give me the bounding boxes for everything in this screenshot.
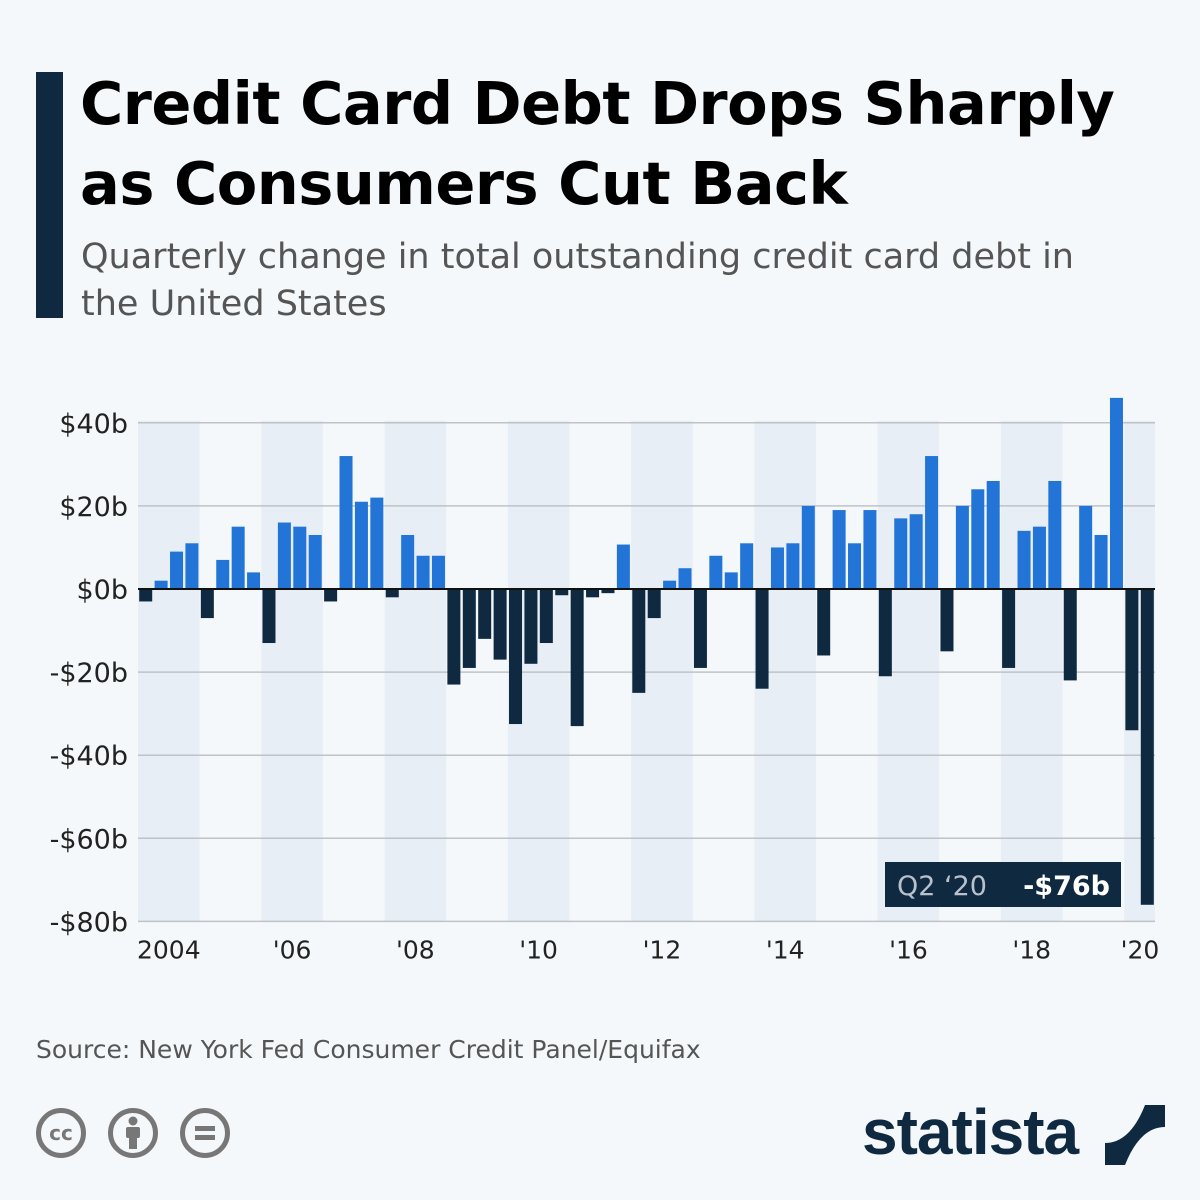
attribution-icon <box>108 1108 158 1158</box>
bar <box>216 559 230 589</box>
bar <box>447 589 461 685</box>
bar <box>724 572 738 589</box>
bar <box>431 555 445 589</box>
y-tick-label: -$20b <box>50 658 128 689</box>
y-tick-label: -$80b <box>50 907 128 938</box>
bar <box>909 514 923 589</box>
bar <box>663 580 677 589</box>
bar <box>1125 589 1139 731</box>
y-tick-label: $40b <box>59 409 128 440</box>
no-derivatives-icon <box>180 1108 230 1158</box>
bar <box>678 568 692 589</box>
bar <box>894 518 908 589</box>
bar <box>493 589 507 660</box>
bar <box>955 505 969 589</box>
bar <box>539 589 553 644</box>
x-tick-label: '14 <box>766 935 805 964</box>
bar <box>1032 526 1046 589</box>
bar <box>524 589 538 664</box>
annotation-box <box>885 862 1121 907</box>
bar <box>1094 534 1108 589</box>
x-tick-label: '06 <box>273 935 312 964</box>
bar <box>971 489 985 589</box>
bar <box>277 522 291 589</box>
x-tick-label: '10 <box>519 935 558 964</box>
bar <box>401 534 415 589</box>
bar <box>770 547 784 589</box>
year-band <box>261 420 323 922</box>
bar <box>385 589 399 598</box>
bar <box>1109 397 1123 589</box>
bar <box>293 526 307 589</box>
bar <box>139 589 153 602</box>
bar <box>1002 589 1016 668</box>
year-band <box>138 420 200 922</box>
cc-icon: cc <box>36 1108 86 1158</box>
y-tick-label: $20b <box>59 492 128 523</box>
bar <box>1079 505 1093 589</box>
bar <box>247 572 261 589</box>
bar <box>154 580 168 589</box>
bar <box>925 456 939 589</box>
title-accent-bar <box>36 72 63 318</box>
bar <box>416 555 430 589</box>
bar <box>863 510 877 589</box>
bar <box>354 501 368 589</box>
bar <box>693 589 707 668</box>
x-tick-label: '08 <box>396 935 435 964</box>
bar <box>940 589 954 652</box>
statista-logo[interactable]: statista <box>862 1096 1079 1168</box>
bar <box>616 544 630 589</box>
bar <box>986 480 1000 589</box>
bar <box>1048 480 1062 589</box>
bar <box>370 497 384 589</box>
bar <box>308 534 322 589</box>
x-tick-label: 2004 <box>137 935 201 964</box>
bar <box>339 456 353 589</box>
bar <box>324 589 338 602</box>
bar-chart: $40b $20b $0b -$20b -$40b -$60b -$80b 2004 '06 '0… <box>50 397 1160 964</box>
bar <box>755 589 769 689</box>
bar <box>570 589 584 727</box>
x-tick-label: '16 <box>889 935 928 964</box>
y-tick-label: $0b <box>77 575 129 606</box>
statista-logo-icon <box>1105 1105 1165 1165</box>
bar <box>848 543 862 589</box>
bar <box>647 589 661 619</box>
bar <box>1017 530 1031 589</box>
bar <box>817 589 831 656</box>
annotation-value: -$76b <box>1023 871 1110 902</box>
bar <box>601 589 615 594</box>
chart-subtitle: Quarterly change in total outstanding cr… <box>81 237 1074 324</box>
bar <box>586 589 600 598</box>
bar <box>1063 589 1077 681</box>
bar <box>786 543 800 589</box>
source-note: Source: New York Fed Consumer Credit Pan… <box>36 1035 701 1064</box>
bar <box>462 589 476 668</box>
x-tick-label: '20 <box>1121 935 1160 964</box>
x-tick-label: '12 <box>643 935 682 964</box>
bar <box>200 589 214 619</box>
bar <box>1140 589 1154 905</box>
bar <box>170 551 184 589</box>
bar <box>262 589 276 644</box>
bar <box>632 589 646 693</box>
bar <box>185 543 199 589</box>
bar <box>740 543 754 589</box>
bar <box>801 505 815 589</box>
x-tick-label: '18 <box>1012 935 1051 964</box>
bar <box>709 555 723 589</box>
y-tick-label: -$40b <box>50 741 128 772</box>
y-tick-label: -$60b <box>50 824 128 855</box>
bar <box>555 589 569 596</box>
bar <box>832 510 846 589</box>
cc-text: cc <box>49 1121 73 1145</box>
year-band <box>384 420 447 922</box>
bar <box>509 589 523 725</box>
bar <box>878 589 892 677</box>
bar <box>231 526 245 589</box>
bar <box>478 589 492 639</box>
chart-title: Credit Card Debt Drops Sharply as Consum… <box>80 69 1115 218</box>
annotation-label: Q2 ‘20 <box>897 871 987 902</box>
